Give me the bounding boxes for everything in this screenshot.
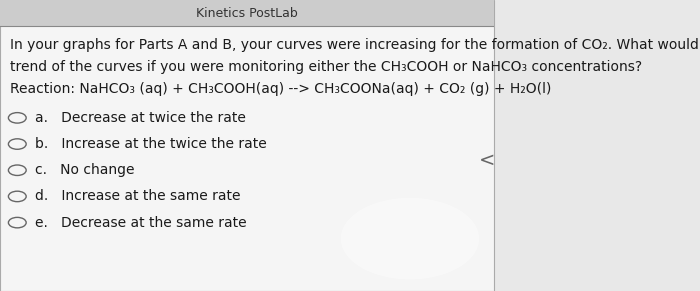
Text: <: < bbox=[480, 150, 496, 170]
Text: In your graphs for Parts A and B, your curves were increasing for the formation : In your graphs for Parts A and B, your c… bbox=[10, 38, 700, 52]
Text: b.   Increase at the twice the rate: b. Increase at the twice the rate bbox=[34, 137, 266, 151]
Ellipse shape bbox=[341, 198, 479, 279]
Text: d.   Increase at the same rate: d. Increase at the same rate bbox=[34, 189, 240, 203]
FancyBboxPatch shape bbox=[0, 0, 494, 26]
Text: e.   Decrease at the same rate: e. Decrease at the same rate bbox=[34, 216, 246, 230]
Text: trend of the curves if you were monitoring either the CH₃COOH or NaHCO₃ concentr: trend of the curves if you were monitori… bbox=[10, 60, 642, 74]
Text: Reaction: NaHCO₃ (aq) + CH₃COOH(aq) --> CH₃COONa(aq) + CO₂ (g) + H₂O(l): Reaction: NaHCO₃ (aq) + CH₃COOH(aq) --> … bbox=[10, 82, 552, 96]
Text: Kinetics PostLab: Kinetics PostLab bbox=[196, 7, 298, 19]
Text: c.   No change: c. No change bbox=[34, 163, 134, 177]
FancyBboxPatch shape bbox=[0, 0, 494, 291]
Text: a.   Decrease at twice the rate: a. Decrease at twice the rate bbox=[34, 111, 246, 125]
